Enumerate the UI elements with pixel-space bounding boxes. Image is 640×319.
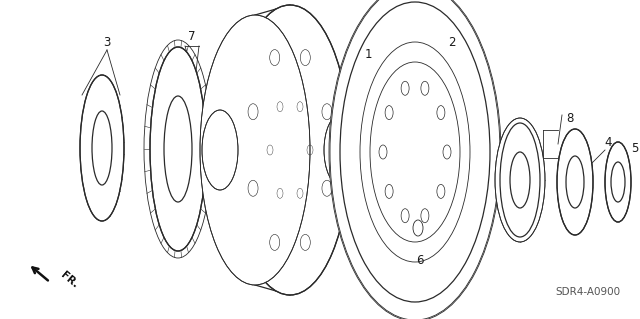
Ellipse shape [230,5,350,295]
Text: 4: 4 [604,137,612,150]
Text: SDR4-A0900: SDR4-A0900 [555,287,620,297]
Ellipse shape [200,15,310,285]
Text: 2: 2 [448,36,456,49]
Text: 7: 7 [188,31,196,43]
Text: 3: 3 [103,35,111,48]
Text: 1: 1 [364,48,372,62]
Ellipse shape [202,110,238,190]
Ellipse shape [80,75,124,221]
Ellipse shape [557,129,593,235]
Text: FR.: FR. [59,270,80,290]
Ellipse shape [150,47,206,251]
Text: 6: 6 [416,254,424,266]
Ellipse shape [495,118,545,242]
Ellipse shape [329,0,501,319]
Text: 5: 5 [631,142,639,154]
Text: 8: 8 [566,112,573,124]
Ellipse shape [605,142,631,222]
Ellipse shape [324,115,356,185]
